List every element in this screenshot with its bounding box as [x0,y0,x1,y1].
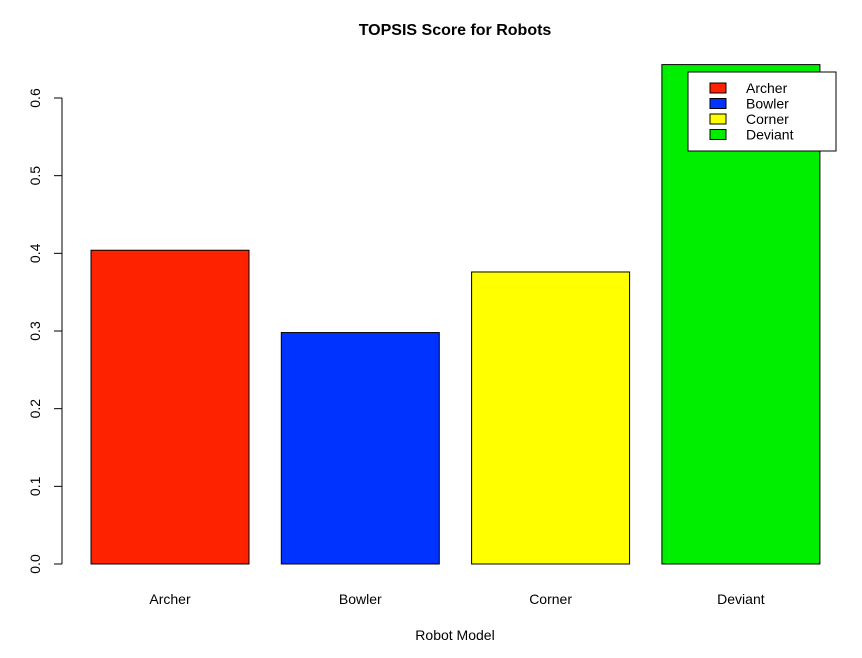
y-tick-label: 0.3 [27,321,43,341]
x-tick-label: Corner [529,591,572,607]
legend-label: Corner [746,111,789,127]
x-axis-tick-labels: Archer Bowler Corner Deviant [149,591,764,607]
chart-title: TOPSIS Score for Robots [359,22,552,39]
y-tick-label: 0.4 [27,243,43,263]
y-tick-label: 0.1 [27,476,43,496]
x-tick-label: Deviant [717,591,765,607]
x-tick-label: Bowler [339,591,382,607]
legend-swatch [709,113,727,125]
y-tick-label: 0.6 [27,88,43,108]
legend-swatch [709,129,727,140]
y-tick-label: 0.2 [27,399,43,419]
legend-label: Archer [746,80,788,96]
y-axis: 0.0 0.1 0.2 0.3 0.4 0.5 0.6 [27,88,63,574]
legend-label: Bowler [746,96,789,112]
y-tick-label: 0.5 [27,166,43,186]
legend-swatch [709,98,727,109]
x-tick-label: Archer [149,591,191,607]
legend-swatch [709,82,727,94]
y-tick-label: 0.0 [27,554,43,574]
bar-archer [90,249,250,565]
legend-label: Deviant [746,127,794,143]
x-axis-label: Robot Model [415,627,494,643]
bar-bowler [280,332,440,565]
bar-corner [471,271,631,565]
